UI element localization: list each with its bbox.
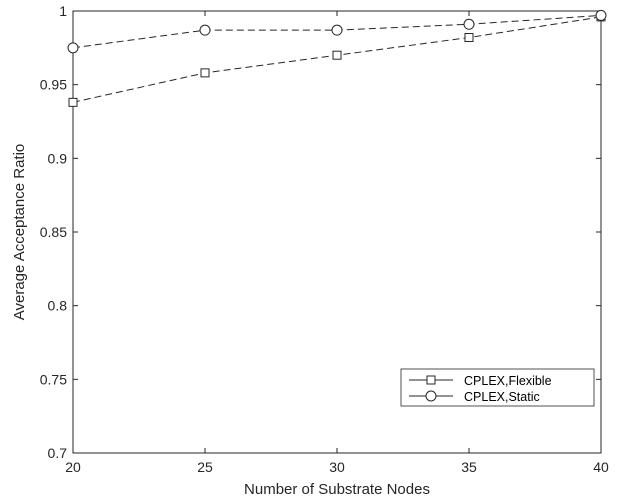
y-tick-label: 0.85 xyxy=(40,224,67,240)
legend-marker-flexible xyxy=(426,375,436,385)
y-axis-label: Average Acceptance Ratio xyxy=(11,144,28,321)
x-tick-label: 30 xyxy=(329,459,345,475)
y-tick-label: 0.7 xyxy=(48,445,68,461)
data-point-circle xyxy=(463,18,475,30)
data-point-circle xyxy=(331,24,343,36)
series-layer xyxy=(67,9,607,107)
y-tick-label: 0.75 xyxy=(40,371,67,387)
data-point-circle xyxy=(67,42,79,54)
x-tick-label: 40 xyxy=(593,459,609,475)
legend-marker-static xyxy=(425,390,437,402)
data-point-square xyxy=(68,97,78,107)
x-tick-label: 35 xyxy=(461,459,477,475)
y-axis: 0.7 0.75 0.8 0.85 0.9 0.95 1 xyxy=(40,3,601,461)
x-tick-label: 25 xyxy=(197,459,213,475)
x-tick-label: 20 xyxy=(65,459,81,475)
data-point-square xyxy=(332,50,342,60)
data-point-circle xyxy=(199,24,211,36)
data-point-square xyxy=(464,33,474,43)
legend-label-flexible: CPLEX,Flexible xyxy=(464,374,552,388)
y-tick-label: 0.95 xyxy=(40,77,67,93)
x-axis: 20 25 30 35 40 xyxy=(65,11,609,475)
legend: CPLEX,Flexible CPLEX,Static xyxy=(400,368,595,407)
y-tick-label: 0.9 xyxy=(48,150,68,166)
data-point-square xyxy=(200,68,210,78)
y-tick-label: 0.8 xyxy=(48,298,68,314)
data-point-circle xyxy=(595,9,607,21)
y-tick-label: 1 xyxy=(59,3,67,19)
x-axis-label: Number of Substrate Nodes xyxy=(244,481,430,498)
legend-label-static: CPLEX,Static xyxy=(464,390,540,404)
